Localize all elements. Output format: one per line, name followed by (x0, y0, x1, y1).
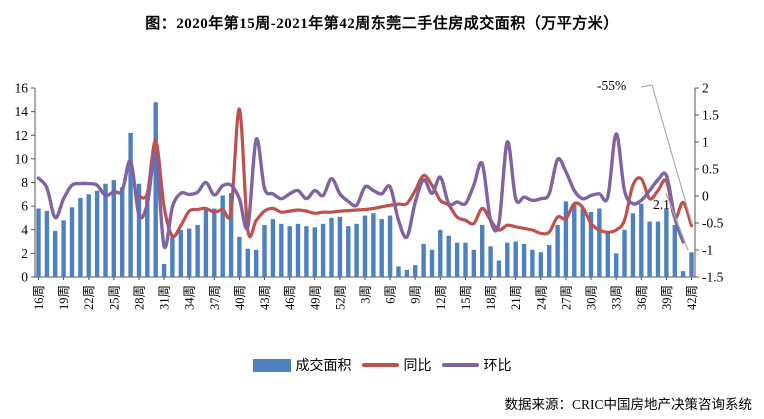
svg-text:19周: 19周 (57, 285, 71, 310)
svg-text:1.5: 1.5 (702, 108, 719, 123)
svg-text:12周: 12周 (434, 285, 448, 310)
svg-text:52周: 52周 (333, 285, 347, 310)
svg-text:42周: 42周 (685, 285, 699, 310)
svg-text:16周: 16周 (32, 285, 46, 310)
svg-text:1: 1 (702, 135, 709, 150)
mom-line-series (36, 132, 685, 250)
x-axis-labels: 16周 19周 22周 25周 28周 31周 34周 37周 40周 43周 46周 49周 52周 3… (32, 277, 699, 310)
svg-text:27周: 27周 (559, 285, 573, 310)
svg-text:30周: 30周 (585, 285, 599, 310)
annotation-leader-lines (640, 84, 693, 251)
svg-text:14: 14 (15, 104, 29, 119)
bars-series (36, 102, 694, 278)
svg-text:-0.5: -0.5 (702, 216, 724, 231)
svg-text:43周: 43周 (258, 285, 272, 310)
svg-text:2: 2 (702, 81, 709, 96)
left-axis-labels: 16 14 12 10 8 6 4 2 0 (15, 81, 35, 285)
svg-text:25周: 25周 (107, 285, 121, 310)
svg-text:0: 0 (21, 270, 28, 285)
svg-text:18周: 18周 (484, 285, 498, 310)
svg-text:39周: 39周 (660, 285, 674, 310)
svg-text:0: 0 (702, 189, 709, 204)
svg-text:49周: 49周 (308, 285, 322, 310)
svg-text:2: 2 (21, 246, 28, 261)
svg-text:33周: 33周 (610, 285, 624, 310)
right-axis-labels: 2 1.5 1 0.5 0 -0.5 -1 -1.5 (695, 81, 724, 285)
svg-text:15周: 15周 (459, 285, 473, 310)
svg-text:40周: 40周 (233, 285, 247, 310)
svg-text:28周: 28周 (132, 285, 146, 310)
svg-text:9周: 9周 (409, 285, 423, 304)
svg-text:46周: 46周 (283, 285, 297, 310)
yoy-line-series (137, 107, 694, 239)
legend-item-yoy: 同比 (361, 355, 432, 375)
svg-text:31周: 31周 (158, 285, 172, 310)
svg-text:-1: -1 (702, 243, 713, 258)
chart-legend: 成交面积 同比 环比 (0, 355, 764, 375)
legend-item-area: 成交面积 (252, 355, 352, 375)
svg-text:3周: 3周 (359, 285, 373, 304)
svg-text:6周: 6周 (384, 285, 398, 304)
yoy-end-annotation: -55% (597, 78, 627, 93)
legend-label-mom: 环比 (483, 359, 512, 374)
svg-text:24周: 24周 (534, 285, 548, 310)
yoy-line-swatch-icon (361, 363, 399, 367)
data-source-note: 数据来源：CRIC中国房地产决策咨询系统 (504, 397, 752, 412)
legend-label-area: 成交面积 (295, 359, 352, 374)
svg-text:22周: 22周 (82, 285, 96, 310)
svg-text:34周: 34周 (183, 285, 197, 310)
mom-line-swatch-icon (441, 363, 479, 367)
svg-text:8: 8 (21, 175, 28, 190)
legend-label-yoy: 同比 (403, 359, 432, 374)
svg-text:36周: 36周 (635, 285, 649, 310)
chart-title: 图：2020年第15周-2021年第42周东莞二手住房成交面积（万平方米） (145, 16, 619, 32)
svg-text:6: 6 (21, 199, 28, 214)
svg-text:16: 16 (15, 81, 29, 96)
last-bar-annotation: 2.1 (653, 197, 670, 212)
svg-text:37周: 37周 (208, 285, 222, 310)
svg-text:-1.5: -1.5 (702, 270, 724, 285)
svg-text:12: 12 (15, 128, 29, 143)
legend-item-mom: 环比 (441, 355, 512, 375)
svg-text:4: 4 (21, 222, 28, 237)
svg-text:21周: 21周 (509, 285, 523, 310)
svg-text:10: 10 (15, 151, 29, 166)
bar-swatch-icon (252, 358, 291, 372)
svg-text:0.5: 0.5 (702, 162, 719, 177)
